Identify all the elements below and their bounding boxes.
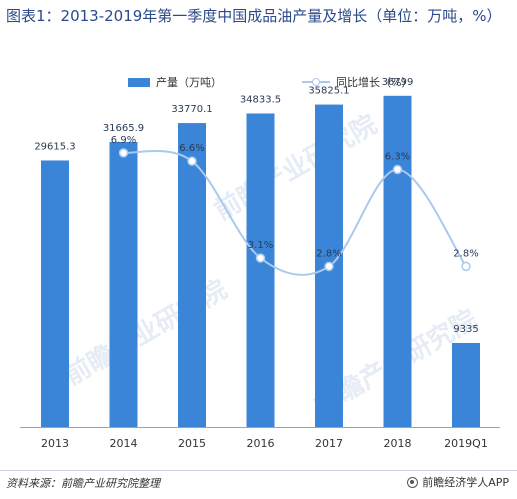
bar-series (41, 95, 480, 428)
growth-point-2019Q1 (461, 261, 471, 272)
growth-point-2015 (187, 156, 197, 166)
watermark-text-0: 前瞻产业研究院 (209, 109, 382, 227)
bar-label-2017: 35825.1 (308, 86, 349, 97)
chart-title: 图表1：2013-2019年第一季度中国成品油产量及增长（单位：万吨，%） (6, 7, 502, 25)
legend-bar-swatch (128, 77, 150, 87)
legend-line-swatch (302, 77, 330, 87)
growth-point-2018 (392, 164, 403, 175)
growth-point-2017 (324, 261, 334, 272)
x-tick-label-2015: 2015 (178, 437, 206, 450)
bar-2015 (178, 123, 206, 428)
growth-point-2016 (255, 253, 266, 263)
bar-label-2016: 34833.5 (240, 94, 281, 105)
data-label-layer: 29615.3 31665.9 33770.1 34833.5 35825.1 36799… (34, 77, 478, 335)
x-axis: 2013 2014 2015 2016 2017 2018 2019Q1 (20, 427, 500, 450)
growth-line-series (118, 148, 471, 276)
legend-item-growth: 同比增长（%） (302, 74, 412, 90)
x-tick-label-2014: 2014 (110, 437, 138, 450)
growth-label-2015: 6.6% (179, 143, 204, 154)
chart-plot-area: 前瞻产业研究院前瞻产业研究院前瞻产业研究院 29615.331665.93377… (20, 77, 500, 450)
bar-label-2013: 29615.3 (34, 141, 75, 152)
bar-label-2015: 33770.1 (171, 104, 212, 115)
bar-2014 (109, 142, 138, 427)
bar-2018 (383, 95, 412, 428)
chart-legend: 产量（万吨） 同比增长（%） (0, 74, 517, 90)
watermark-text-1: 前瞻产业研究院 (59, 274, 232, 392)
x-tick-label-2017: 2017 (315, 437, 343, 450)
footer-brand-text: 前瞻经济学人APP (422, 476, 509, 489)
brand-logo-icon (407, 476, 419, 488)
legend-label-growth: 同比增长（%） (336, 76, 413, 89)
bar-label-2014: 31665.9 (103, 123, 144, 134)
x-tick-label-2016: 2016 (247, 437, 275, 450)
growth-point-2014 (118, 148, 129, 158)
bar-label-2018: 36799 (382, 77, 414, 88)
footer-source: 资料来源：前瞻产业研究院整理 (6, 477, 160, 490)
growth-label-2018: 6.3% (385, 151, 410, 162)
x-tick-label-2019Q1: 2019Q1 (444, 437, 488, 450)
growth-label-2019Q1: 2.8% (453, 248, 478, 259)
footer-brand: 前瞻经济学人APP (407, 474, 509, 490)
legend-label-production: 产量（万吨） (156, 76, 222, 89)
legend-item-production: 产量（万吨） (128, 74, 222, 90)
growth-label-2014: 6.9% (111, 135, 136, 146)
footer-rule (0, 470, 517, 471)
growth-label-2016: 3.1% (248, 240, 273, 251)
bar-2013 (41, 160, 69, 428)
x-tick-label-2013: 2013 (41, 437, 69, 450)
growth-label-2017: 2.8% (316, 248, 341, 259)
bar-2016 (246, 113, 275, 427)
bar-2019Q1 (452, 342, 480, 427)
bar-label-2019Q1: 9335 (453, 324, 478, 335)
x-tick-label-2018: 2018 (384, 437, 412, 450)
